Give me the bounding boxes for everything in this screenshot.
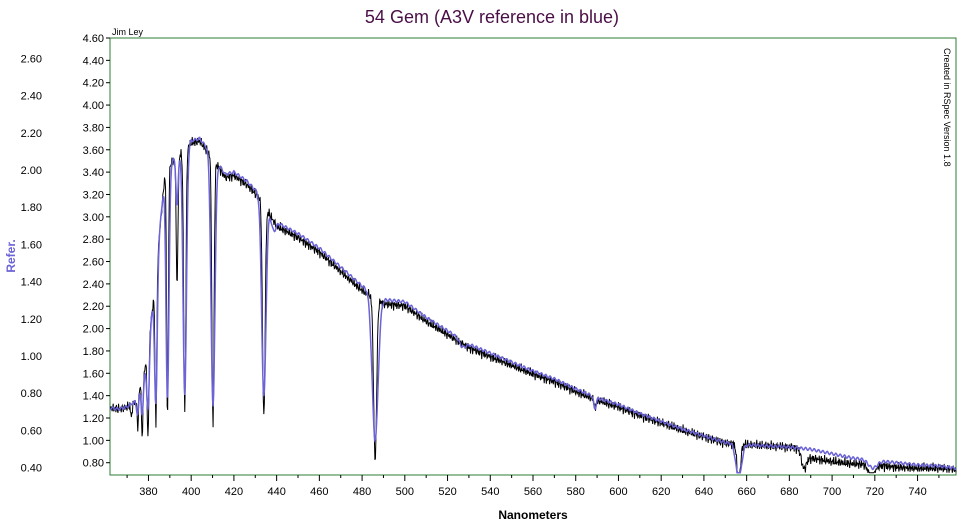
author-label: Jim Ley bbox=[112, 27, 144, 37]
outer-y-tick-label: 2.40 bbox=[21, 91, 42, 103]
x-tick-label: 720 bbox=[866, 486, 884, 498]
inner-y-axis: 4.60 4.40 4.20 4.00 3.80 3.60 3.40 3.20 3.00 2.80… bbox=[83, 33, 110, 470]
outer-y-tick-label: 2.60 bbox=[21, 53, 42, 65]
x-tick-label: 660 bbox=[737, 486, 755, 498]
inner-y-tick-label: 1.00 bbox=[83, 435, 104, 447]
x-axis: 380 400 420 440 460 480 500 520 540 560 580 600 620 6… bbox=[126, 475, 940, 498]
outer-y-axis: 2.60 2.40 2.20 2.00 1.80 1.60 1.40 1.20 1.00 0.80… bbox=[21, 53, 42, 474]
x-tick-label: 500 bbox=[396, 486, 414, 498]
inner-y-tick-label: 2.60 bbox=[83, 257, 104, 269]
outer-y-tick-label: 1.80 bbox=[21, 202, 42, 214]
inner-y-tick-label: 4.40 bbox=[83, 55, 104, 67]
x-tick-label: 400 bbox=[182, 486, 200, 498]
inner-y-tick-label: 3.60 bbox=[83, 145, 104, 157]
outer-y-tick-label: 2.20 bbox=[21, 128, 42, 140]
x-tick-label: 480 bbox=[353, 486, 371, 498]
inner-y-tick-label: 3.40 bbox=[83, 167, 104, 179]
x-axis-label: Nanometers bbox=[498, 508, 568, 522]
x-tick-label: 560 bbox=[524, 486, 542, 498]
x-tick-label: 640 bbox=[695, 486, 713, 498]
x-tick-label: 740 bbox=[908, 486, 926, 498]
series-reference-line bbox=[109, 136, 957, 474]
inner-y-tick-label: 4.00 bbox=[83, 100, 104, 112]
x-tick-label: 700 bbox=[823, 486, 841, 498]
software-note: Created in RSpec Version 1.8 bbox=[942, 48, 952, 167]
x-tick-label: 460 bbox=[310, 486, 328, 498]
outer-y-tick-label: 2.00 bbox=[21, 165, 42, 177]
inner-y-tick-label: 1.80 bbox=[83, 346, 104, 358]
inner-y-tick-label: 2.40 bbox=[83, 279, 104, 291]
series-target-line bbox=[109, 136, 957, 474]
plot-frame bbox=[109, 37, 957, 476]
x-tick-label: 680 bbox=[780, 486, 798, 498]
y-axis-label: Refer. bbox=[4, 239, 18, 272]
outer-y-tick-label: 1.40 bbox=[21, 277, 42, 289]
inner-y-tick-label: 4.60 bbox=[83, 33, 104, 45]
inner-y-tick-label: 2.00 bbox=[83, 324, 104, 336]
x-tick-label: 540 bbox=[481, 486, 499, 498]
x-tick-label: 380 bbox=[139, 486, 157, 498]
x-tick-label: 620 bbox=[652, 486, 670, 498]
x-tick-label: 440 bbox=[267, 486, 285, 498]
x-tick-label: 580 bbox=[567, 486, 585, 498]
inner-y-tick-label: 4.20 bbox=[83, 78, 104, 90]
inner-y-tick-label: 1.60 bbox=[83, 368, 104, 380]
outer-y-tick-label: 0.80 bbox=[21, 388, 42, 400]
chart-title: 54 Gem (A3V reference in blue) bbox=[365, 7, 619, 27]
inner-y-tick-label: 3.20 bbox=[83, 189, 104, 201]
x-tick-label: 600 bbox=[609, 486, 627, 498]
inner-y-tick-label: 2.20 bbox=[83, 301, 104, 313]
inner-y-tick-label: 3.00 bbox=[83, 212, 104, 224]
outer-y-tick-label: 0.40 bbox=[21, 463, 42, 475]
inner-y-tick-label: 2.80 bbox=[83, 234, 104, 246]
inner-y-tick-label: 1.40 bbox=[83, 391, 104, 403]
outer-y-tick-label: 0.60 bbox=[21, 425, 42, 437]
inner-y-tick-label: 3.80 bbox=[83, 122, 104, 134]
x-tick-label: 420 bbox=[225, 486, 243, 498]
inner-y-tick-label: 1.20 bbox=[83, 413, 104, 425]
outer-y-tick-label: 1.60 bbox=[21, 239, 42, 251]
x-tick-label: 520 bbox=[438, 486, 456, 498]
outer-y-tick-label: 1.00 bbox=[21, 351, 42, 363]
inner-y-tick-label: 0.80 bbox=[83, 458, 104, 470]
outer-y-tick-label: 1.20 bbox=[21, 314, 42, 326]
